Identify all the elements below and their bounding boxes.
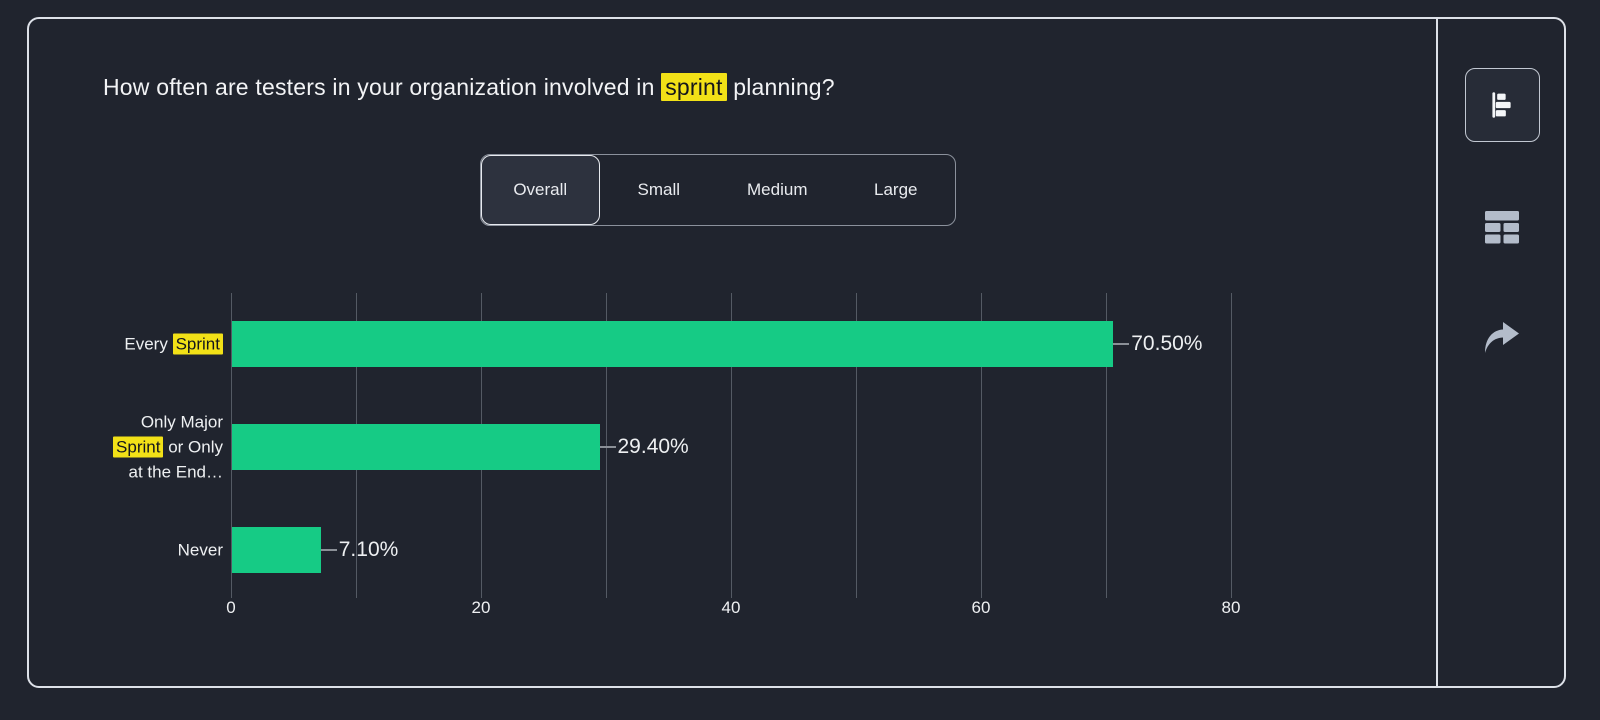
gridline xyxy=(1231,293,1232,598)
highlighted-text: Sprint xyxy=(172,333,223,355)
text-segment: or Only xyxy=(163,437,223,457)
text-segment: Only Major xyxy=(140,412,223,432)
text-segment: planning? xyxy=(726,74,835,100)
category-label-line: Sprint or Only xyxy=(60,435,223,460)
gridline xyxy=(606,293,607,598)
category-label-line: Never xyxy=(60,538,223,563)
category-label: Never xyxy=(60,538,223,563)
chart-view-button[interactable] xyxy=(1465,68,1540,142)
highlighted-text: sprint xyxy=(661,73,727,101)
x-axis-tick-label: 80 xyxy=(1221,598,1241,617)
table-icon xyxy=(1485,211,1519,244)
highlighted-text: Sprint xyxy=(113,436,164,458)
x-axis-tick-label: 60 xyxy=(971,598,991,617)
tab-overall[interactable]: Overall xyxy=(481,155,600,225)
category-label: Every Sprint xyxy=(60,332,223,357)
value-connector xyxy=(320,549,337,551)
value-label: 29.40% xyxy=(617,435,689,458)
data-bar[interactable] xyxy=(232,527,321,573)
tab-small[interactable]: Small xyxy=(637,180,680,199)
category-label-line: Only Major xyxy=(60,410,223,435)
value-label: 70.50% xyxy=(1131,332,1203,355)
data-bar[interactable] xyxy=(232,321,1114,367)
bar-chart-icon xyxy=(1491,92,1511,118)
page-title: How often are testers in your organizati… xyxy=(103,73,835,101)
gridline xyxy=(856,293,857,598)
tab-medium[interactable]: Medium xyxy=(747,180,808,199)
x-axis-tick-label: 40 xyxy=(721,598,741,617)
share-icon xyxy=(1485,322,1519,353)
value-connector xyxy=(599,446,616,448)
x-axis-tick-label: 20 xyxy=(471,598,491,617)
category-label-line: Every Sprint xyxy=(60,332,223,357)
sidebar-divider xyxy=(1436,18,1438,687)
corner-decoration xyxy=(1576,688,1600,720)
table-view-button[interactable] xyxy=(1482,207,1522,247)
text-segment: How often are testers in your organizati… xyxy=(103,74,662,100)
gridline xyxy=(231,293,232,598)
panel-frame xyxy=(27,17,1566,688)
gridline xyxy=(731,293,732,598)
category-label-line: at the End… xyxy=(60,460,223,485)
gridline xyxy=(981,293,982,598)
x-axis-tick-label: 0 xyxy=(226,598,236,617)
data-bar[interactable] xyxy=(232,424,600,470)
share-button[interactable] xyxy=(1479,316,1523,360)
text-segment: Every xyxy=(124,334,173,354)
category-label: Only Major Sprint or Only at the End… xyxy=(60,410,223,485)
size-filter-tabs: Overall Small Medium Large xyxy=(480,154,956,226)
value-connector xyxy=(1113,343,1130,345)
text-segment: at the End… xyxy=(128,462,223,482)
gridline xyxy=(1106,293,1107,598)
tab-large[interactable]: Large xyxy=(874,180,918,199)
value-label: 7.10% xyxy=(338,538,399,561)
text-segment: Never xyxy=(177,540,223,560)
